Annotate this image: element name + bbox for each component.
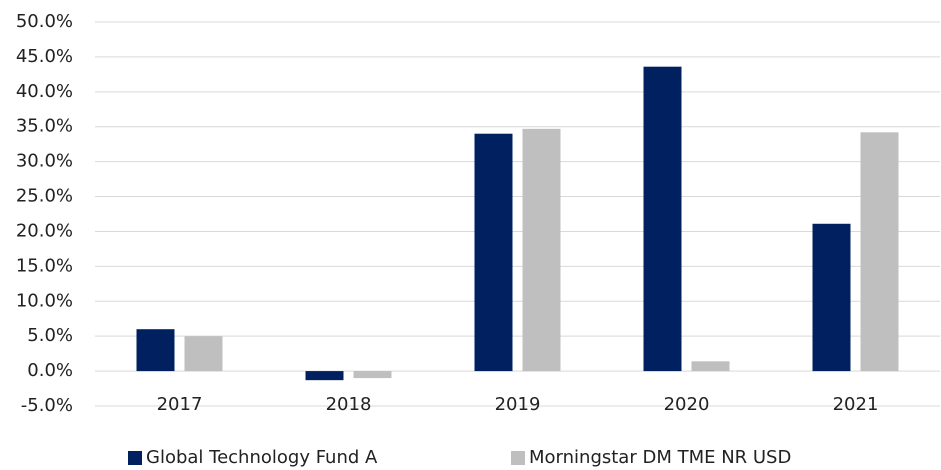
y-tick-label: -5.0% [21,395,73,416]
legend-swatch [511,451,525,465]
x-tick-label: 2021 [833,394,879,415]
bar [305,371,344,381]
bar [353,371,392,379]
y-tick-label: 10.0% [16,290,73,311]
bar [860,132,899,372]
legend-label: Global Technology Fund A [146,447,378,468]
y-tick-label: 15.0% [16,255,73,276]
x-tick-label: 2017 [157,394,203,415]
y-tick-label: 0.0% [27,360,73,381]
legend-label: Morningstar DM TME NR USD [529,447,791,468]
bar [812,223,851,372]
legend-swatch [128,451,142,465]
bar [136,329,175,372]
y-tick-label: 20.0% [16,220,73,241]
y-tick-label: 45.0% [16,46,73,67]
bar [691,361,730,372]
y-tick-label: 40.0% [16,81,73,102]
bar [474,133,513,372]
y-tick-label: 25.0% [16,186,73,207]
y-tick-label: 50.0% [16,11,73,32]
bar [643,66,682,372]
x-tick-label: 2019 [495,394,541,415]
bar [522,128,561,372]
y-tick-label: 35.0% [16,116,73,137]
bar [184,336,223,372]
y-tick-label: 30.0% [16,151,73,172]
x-tick-label: 2020 [664,394,710,415]
y-tick-label: 5.0% [27,325,73,346]
x-tick-label: 2018 [326,394,372,415]
